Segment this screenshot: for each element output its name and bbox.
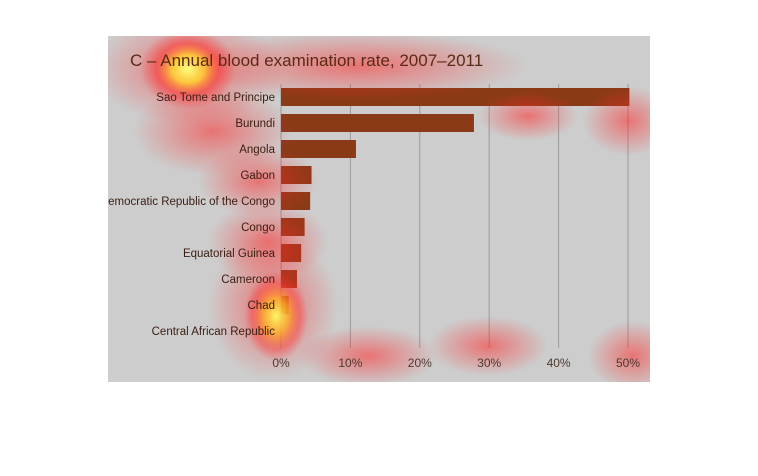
category-label: Sao Tome and Principe [156, 92, 275, 104]
chart-title: C – Annual blood examination rate, 2007–… [130, 51, 483, 70]
x-tick-label: 0% [272, 356, 290, 370]
category-label: Gabon [240, 170, 275, 182]
category-label: Equatorial Guinea [183, 248, 276, 260]
category-label: Burundi [235, 118, 275, 130]
category-label: Angola [239, 144, 275, 156]
bar [281, 140, 356, 158]
bar [281, 114, 474, 132]
category-label: Chad [248, 300, 276, 312]
category-label: Central African Republic [152, 326, 276, 338]
category-labels: Sao Tome and Principe Burundi Angola Gabon D… [108, 92, 276, 338]
bar-chart: C – Annual blood examination rate, 2007–… [108, 36, 650, 382]
x-tick-label: 30% [477, 356, 501, 370]
category-label: Democratic Republic of the Congo [108, 196, 275, 208]
category-label: Congo [241, 222, 275, 234]
x-tick-label: 50% [616, 356, 640, 370]
attention-heatmap-overlay [108, 36, 650, 382]
x-tick-label: 10% [338, 356, 362, 370]
x-tick-label: 40% [547, 356, 571, 370]
category-label: Cameroon [221, 274, 275, 286]
chart-panel: C – Annual blood examination rate, 2007–… [108, 36, 650, 382]
x-axis-ticks: 0% 10% 20% 30% 40% 50% [272, 356, 640, 370]
x-tick-label: 20% [408, 356, 432, 370]
